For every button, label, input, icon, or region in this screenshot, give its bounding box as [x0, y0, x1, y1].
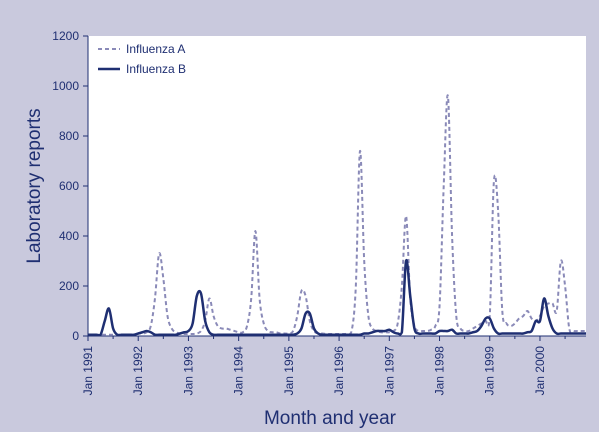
plot-area [88, 36, 586, 336]
series-layer [87, 94, 586, 337]
y-axis-label: Laboratory reports [24, 108, 45, 263]
legend-label-influenza-b: Influenza B [126, 62, 186, 76]
y-tick-label: 1200 [52, 29, 79, 43]
y-tick-label: 800 [59, 129, 79, 143]
y-tick-label: 200 [59, 279, 79, 293]
legend: Influenza A Influenza B [98, 42, 186, 76]
series-line-influenza-b [87, 259, 586, 337]
x-tick-label: Jan 2000 [533, 346, 547, 396]
x-tick-label: Jan 1993 [181, 346, 195, 396]
y-tick-label: 0 [72, 329, 79, 343]
y-tick-label: 600 [59, 179, 79, 193]
x-axis: Jan 1991 Jan 1992 Jan 1993 Jan 1994 Jan 1995… [81, 335, 586, 396]
y-tick-label: 1000 [52, 79, 79, 93]
x-tick-label: Jan 1999 [483, 346, 497, 396]
y-tick-label: 400 [59, 229, 79, 243]
x-tick-label: Jan 1997 [382, 346, 396, 396]
x-tick-label: Jan 1992 [131, 346, 145, 396]
x-axis-label: Month and year [264, 408, 397, 429]
legend-label-influenza-a: Influenza A [126, 42, 185, 56]
x-tick-label: Jan 1996 [332, 346, 346, 396]
x-tick-label: Jan 1994 [232, 346, 246, 396]
x-tick-label: Jan 1998 [433, 346, 447, 396]
y-axis: 0 200 400 600 800 1000 1200 [52, 29, 89, 343]
x-tick-label: Jan 1991 [81, 346, 95, 396]
x-tick-label: Jan 1995 [282, 346, 296, 396]
